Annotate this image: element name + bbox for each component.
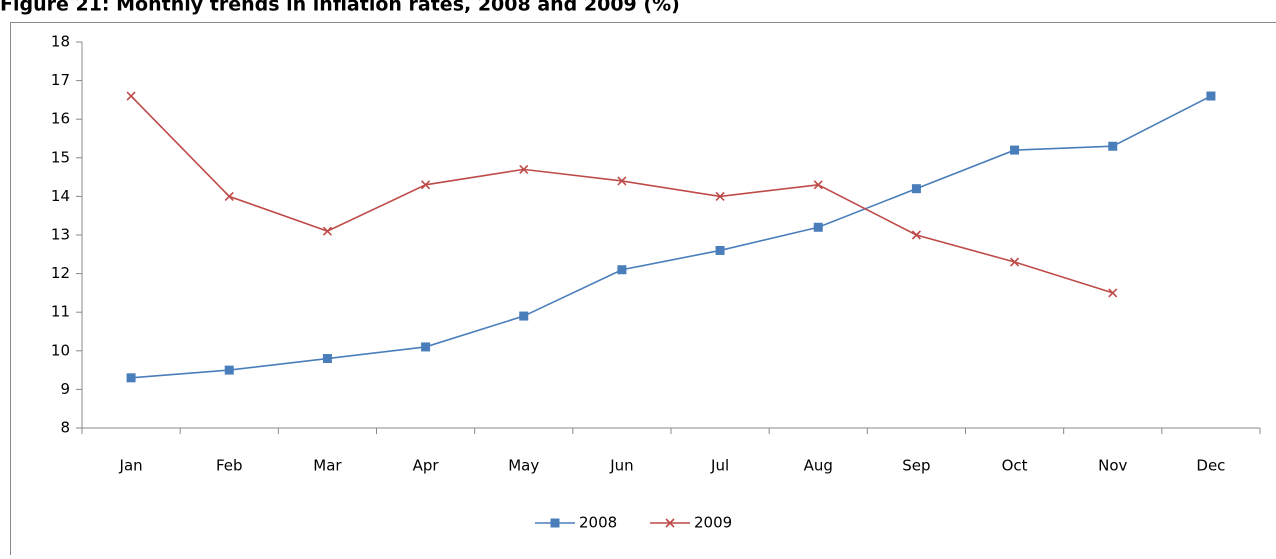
- x-tick-label: Dec: [1196, 457, 1225, 475]
- x-tick-label: Jul: [710, 457, 729, 475]
- data-point: [127, 92, 135, 100]
- y-tick-label: 12: [51, 264, 70, 282]
- x-tick-label: May: [508, 457, 539, 475]
- y-tick-label: 16: [51, 110, 70, 128]
- data-point: [814, 223, 823, 232]
- x-tick-label: Feb: [216, 457, 243, 475]
- series-line: [131, 96, 1211, 378]
- y-tick-label: 10: [51, 341, 70, 359]
- x-tick-label: Aug: [804, 457, 833, 475]
- data-point: [617, 265, 626, 274]
- x-tick-label: Oct: [1002, 457, 1028, 475]
- y-tick-label: 11: [51, 303, 70, 321]
- x-tick-label: Apr: [413, 457, 440, 475]
- data-point: [323, 354, 332, 363]
- data-point: [225, 366, 234, 375]
- y-tick-label: 17: [51, 71, 70, 89]
- data-point: [1109, 289, 1117, 297]
- x-tick-label: Sep: [902, 457, 930, 475]
- y-tick-label: 14: [51, 187, 70, 205]
- data-point: [323, 227, 331, 235]
- data-point: [1010, 146, 1019, 155]
- x-tick-label: Mar: [313, 457, 342, 475]
- legend-label: 2009: [694, 514, 732, 532]
- legend-marker: [551, 519, 560, 528]
- x-tick-label: Jun: [609, 457, 633, 475]
- data-point: [1108, 142, 1117, 151]
- chart-border: [11, 23, 1276, 556]
- legend-label: 2008: [579, 514, 617, 532]
- series-line: [131, 96, 1113, 293]
- data-point: [1206, 92, 1215, 101]
- data-point: [519, 312, 528, 321]
- chart-title: Figure 21: Monthly trends in inflation r…: [0, 0, 680, 16]
- data-point: [912, 184, 921, 193]
- data-point: [225, 192, 233, 200]
- y-tick-label: 8: [60, 419, 70, 437]
- y-tick-label: 18: [51, 33, 70, 51]
- data-point: [421, 342, 430, 351]
- y-tick-label: 13: [51, 226, 70, 244]
- x-tick-label: Nov: [1098, 457, 1127, 475]
- data-point: [127, 373, 136, 382]
- y-tick-label: 9: [60, 380, 70, 398]
- data-point: [716, 246, 725, 255]
- x-tick-label: Jan: [119, 457, 143, 475]
- y-tick-label: 15: [51, 148, 70, 166]
